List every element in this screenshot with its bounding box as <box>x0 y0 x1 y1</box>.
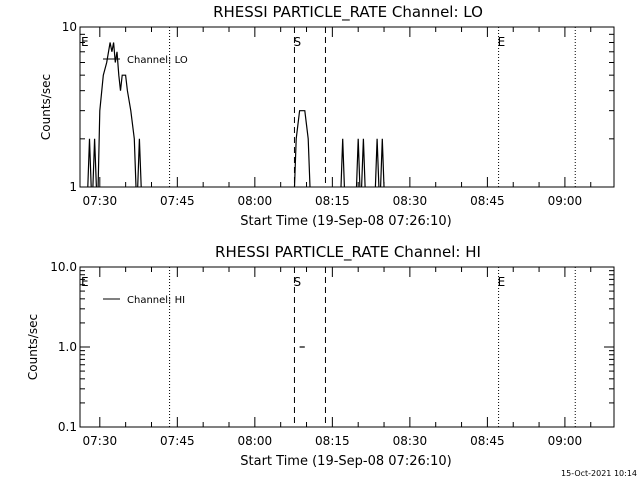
lo-series-segment <box>87 138 92 188</box>
hi-x-tick-label: 08:45 <box>470 434 505 448</box>
hi-x-tick-label: 07:30 <box>83 434 118 448</box>
hi-y-tick-label: 1.0 <box>58 340 77 354</box>
lo-y-tick-label: 10 <box>62 20 77 34</box>
lo-y-axis-label: Counts/sec <box>39 74 53 140</box>
lo-x-tick-label: 09:00 <box>548 194 583 208</box>
lo-series-segment <box>97 42 137 188</box>
lo-series-segment <box>92 138 97 188</box>
lo-x-tick-label: 08:15 <box>315 194 350 208</box>
lo-series-segment <box>361 138 366 188</box>
lo-series-segment <box>340 138 345 188</box>
hi-y-axis: 0.1 1.0 10.0 <box>50 260 614 434</box>
hi-x-axis-label: Start Time (19-Sep-08 07:26:10) <box>240 454 451 469</box>
lo-x-axis-label: Start Time (19-Sep-08 07:26:10) <box>240 214 451 229</box>
lo-y-axis: 1 10 <box>62 20 614 194</box>
lo-x-tick-label: 08:30 <box>393 194 428 208</box>
hi-x-axis: 07:30 07:45 08:00 08:15 08:30 08:45 09:00 <box>83 267 592 448</box>
hi-marker-label: S <box>293 275 301 289</box>
hi-chart-title: RHESSI PARTICLE_RATE Channel: HI <box>215 243 481 262</box>
hi-x-tick-label: 08:00 <box>238 434 273 448</box>
lo-series-segment <box>380 138 385 188</box>
hi-x-tick-label: 07:45 <box>160 434 195 448</box>
lo-x-axis: 07:30 07:45 08:00 08:15 08:30 08:45 09:00 <box>83 27 592 208</box>
lo-legend-label: Channel: LO <box>127 55 188 66</box>
lo-y-tick-label: 1 <box>69 180 77 194</box>
hi-x-tick-label: 08:30 <box>393 434 428 448</box>
hi-y-tick-label: 10.0 <box>50 260 77 274</box>
lo-channel-panel: RHESSI PARTICLE_RATE Channel: LO Counts/… <box>39 3 615 229</box>
hi-marker-label: E <box>81 275 89 289</box>
hi-channel-panel: RHESSI PARTICLE_RATE Channel: HI Counts/… <box>26 243 615 469</box>
lo-x-tick-label: 07:30 <box>83 194 118 208</box>
hi-y-tick-label: 0.1 <box>58 420 77 434</box>
lo-x-tick-label: 07:45 <box>160 194 195 208</box>
lo-x-tick-label: 08:00 <box>238 194 273 208</box>
lo-x-tick-label: 08:45 <box>470 194 505 208</box>
lo-marker-label: S <box>293 35 301 49</box>
lo-legend: Channel: LO <box>103 55 188 66</box>
lo-plot-frame <box>79 26 615 188</box>
lo-series-segment <box>293 110 311 188</box>
lo-marker-label: E <box>81 35 89 49</box>
hi-legend-label: Channel: HI <box>127 295 185 306</box>
generation-timestamp: 15-Oct-2021 10:14 <box>561 469 637 478</box>
lo-series-group <box>87 42 385 188</box>
lo-chart-title: RHESSI PARTICLE_RATE Channel: LO <box>213 3 483 22</box>
hi-y-axis-label: Counts/sec <box>26 314 40 380</box>
lo-marker-label: E <box>498 35 506 49</box>
lo-series-segment <box>374 138 380 188</box>
hi-marker-label: E <box>498 275 506 289</box>
lo-series-segment <box>355 138 361 188</box>
hi-x-tick-label: 09:00 <box>548 434 583 448</box>
hi-x-tick-label: 08:15 <box>315 434 350 448</box>
hi-legend: Channel: HI <box>103 295 185 306</box>
lo-series-segment <box>137 138 142 188</box>
